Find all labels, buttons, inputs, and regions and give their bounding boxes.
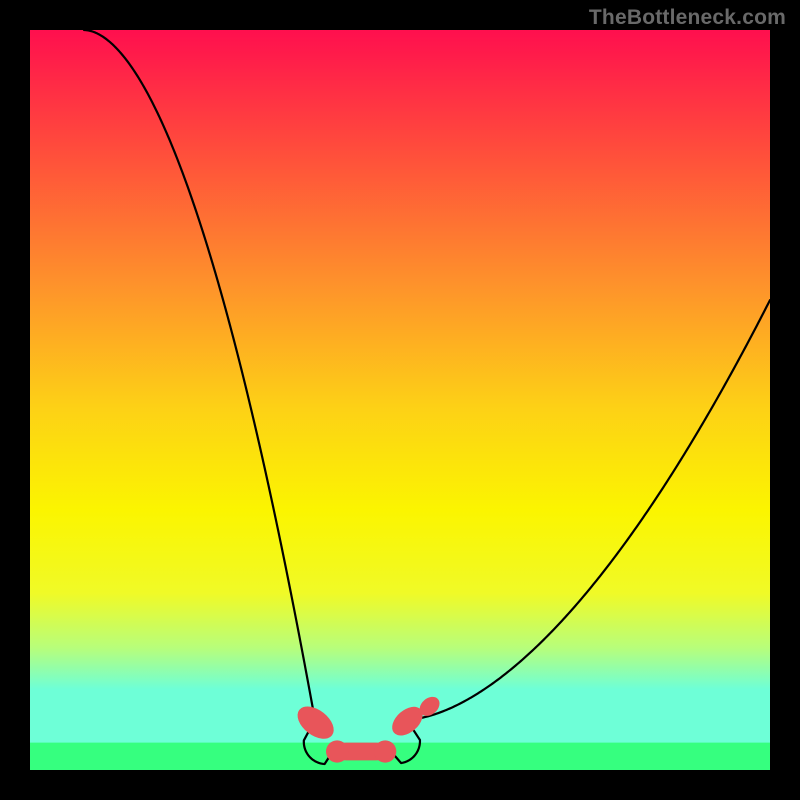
chart-baseline-strip bbox=[30, 743, 770, 770]
marker-flat-cap-right bbox=[374, 740, 396, 762]
chart-frame: TheBottleneck.com bbox=[0, 0, 800, 800]
marker-flat-cap-left bbox=[326, 740, 348, 762]
bottleneck-curve-chart bbox=[0, 0, 800, 800]
chart-gradient-background bbox=[30, 30, 770, 743]
watermark-text: TheBottleneck.com bbox=[589, 6, 786, 30]
